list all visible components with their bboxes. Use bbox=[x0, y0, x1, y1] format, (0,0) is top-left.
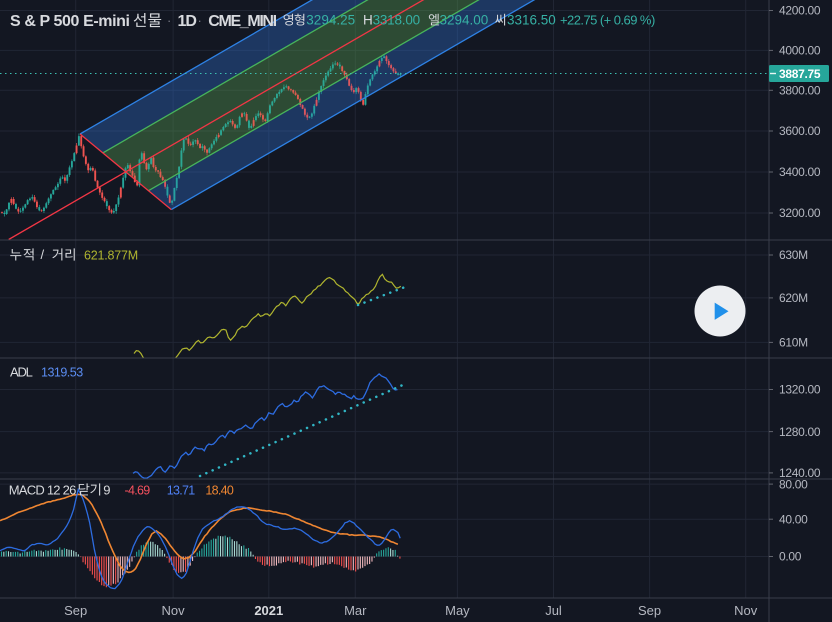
svg-text:630M: 630M bbox=[779, 248, 808, 262]
svg-text:3600.00: 3600.00 bbox=[779, 124, 821, 138]
svg-text:ADL: ADL bbox=[10, 365, 33, 380]
svg-text:3800.00: 3800.00 bbox=[779, 84, 821, 98]
svg-text:610M: 610M bbox=[779, 336, 808, 350]
svg-text:H3318.00: H3318.00 bbox=[363, 13, 420, 28]
svg-text:/: / bbox=[41, 247, 45, 262]
svg-text:1319.53: 1319.53 bbox=[41, 366, 83, 380]
svg-text:3200.00: 3200.00 bbox=[779, 206, 821, 220]
svg-text:1280.00: 1280.00 bbox=[779, 425, 821, 439]
svg-text:620M: 620M bbox=[779, 291, 808, 305]
svg-text:-4.69: -4.69 bbox=[125, 484, 151, 498]
svg-text:40.00: 40.00 bbox=[779, 512, 808, 526]
svg-text:S & P 500 E-mini: S & P 500 E-mini bbox=[10, 13, 130, 30]
svg-text:Nov: Nov bbox=[734, 603, 758, 618]
svg-text:4000.00: 4000.00 bbox=[779, 44, 821, 58]
svg-text:13.71: 13.71 bbox=[167, 484, 196, 498]
svg-text:MACD 12 26: MACD 12 26 bbox=[9, 483, 76, 498]
svg-text:Sep: Sep bbox=[638, 603, 661, 618]
svg-text:4200.00: 4200.00 bbox=[779, 4, 821, 18]
svg-text:·: · bbox=[167, 13, 171, 28]
svg-text:2021: 2021 bbox=[254, 603, 283, 618]
svg-text:3887.75: 3887.75 bbox=[779, 67, 821, 81]
svg-text:3400.00: 3400.00 bbox=[779, 165, 821, 179]
svg-text:·: · bbox=[198, 13, 202, 28]
svg-text:18.40: 18.40 bbox=[205, 484, 234, 498]
svg-text:Nov: Nov bbox=[162, 603, 186, 618]
svg-text:0.00: 0.00 bbox=[779, 550, 802, 564]
svg-text:621.877M: 621.877M bbox=[84, 249, 138, 263]
svg-text:May: May bbox=[445, 603, 470, 618]
svg-text:CME_MINI: CME_MINI bbox=[208, 13, 276, 30]
svg-text:Mar: Mar bbox=[344, 603, 367, 618]
svg-text:80.00: 80.00 bbox=[779, 477, 808, 491]
svg-text:3316.50: 3316.50 bbox=[507, 13, 556, 28]
svg-text:1320.00: 1320.00 bbox=[779, 383, 821, 397]
svg-text:3294.00: 3294.00 bbox=[440, 13, 489, 28]
svg-text:1D: 1D bbox=[178, 13, 197, 30]
svg-text:9: 9 bbox=[103, 483, 110, 498]
svg-text:1240.00: 1240.00 bbox=[779, 466, 821, 480]
svg-text:3294.25: 3294.25 bbox=[306, 13, 355, 28]
svg-text:+22.75 (+ 0.69 %): +22.75 (+ 0.69 %) bbox=[560, 13, 655, 28]
svg-text:Sep: Sep bbox=[64, 603, 87, 618]
svg-text:Jul: Jul bbox=[545, 603, 562, 618]
